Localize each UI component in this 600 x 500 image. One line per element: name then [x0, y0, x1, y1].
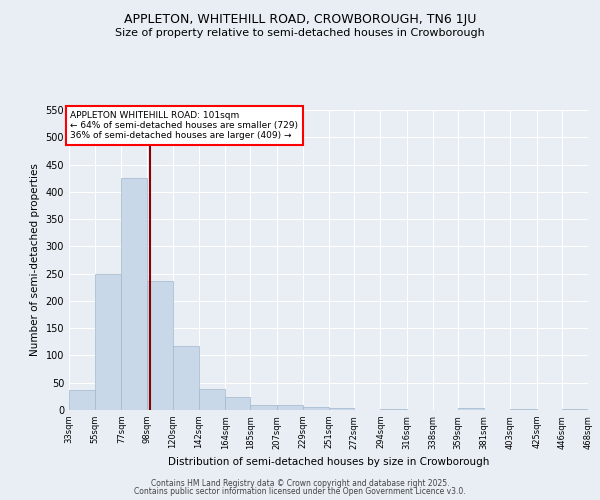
- Bar: [277, 405, 303, 410]
- Bar: [225, 398, 250, 410]
- Text: APPLETON, WHITEHILL ROAD, CROWBOROUGH, TN6 1JU: APPLETON, WHITEHILL ROAD, CROWBOROUGH, T…: [124, 12, 476, 26]
- X-axis label: Distribution of semi-detached houses by size in Crowborough: Distribution of semi-detached houses by …: [168, 457, 489, 467]
- Bar: [562, 409, 588, 410]
- Bar: [329, 408, 354, 410]
- Bar: [95, 274, 121, 410]
- Bar: [303, 406, 329, 410]
- Bar: [511, 409, 536, 410]
- Text: Size of property relative to semi-detached houses in Crowborough: Size of property relative to semi-detach…: [115, 28, 485, 38]
- Bar: [250, 405, 277, 410]
- Text: APPLETON WHITEHILL ROAD: 101sqm
← 64% of semi-detached houses are smaller (729)
: APPLETON WHITEHILL ROAD: 101sqm ← 64% of…: [70, 110, 298, 140]
- Bar: [199, 388, 225, 410]
- Text: Contains HM Land Registry data © Crown copyright and database right 2025.: Contains HM Land Registry data © Crown c…: [151, 478, 449, 488]
- Text: Contains public sector information licensed under the Open Government Licence v3: Contains public sector information licen…: [134, 487, 466, 496]
- Bar: [146, 280, 173, 410]
- Bar: [121, 178, 146, 410]
- Bar: [458, 408, 484, 410]
- Bar: [69, 390, 95, 410]
- Bar: [173, 346, 199, 410]
- Y-axis label: Number of semi-detached properties: Number of semi-detached properties: [30, 164, 40, 356]
